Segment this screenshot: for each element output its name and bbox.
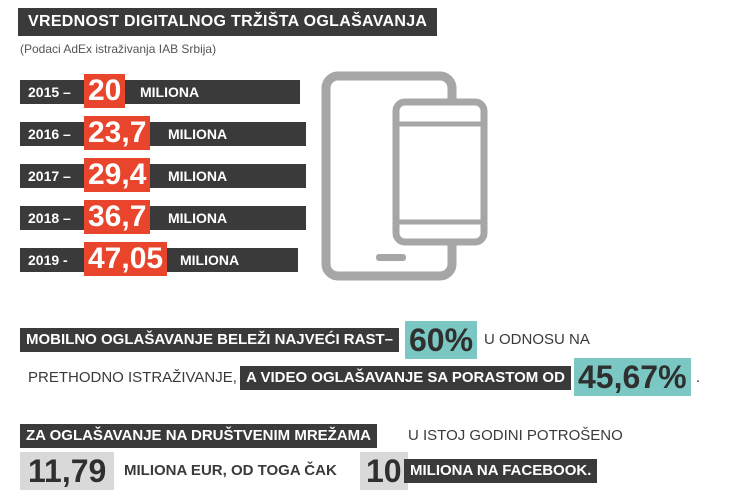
social-media-tail: U ISTOJ GODINI POTROŠENO (408, 427, 623, 444)
mobile-growth-tail: U ODNOSU NA (484, 331, 590, 348)
facebook-amount: 10 (360, 452, 408, 490)
year-unit: MILIONA EUR (136, 80, 199, 124)
video-growth-label: A VIDEO OGLAŠAVANJE SA PORASTOM OD (240, 366, 571, 390)
year-unit: MILIONA EUR (164, 122, 227, 166)
year-unit: MILIONA EUR (164, 206, 227, 250)
facebook-text: MILIONA NA FACEBOOK. (404, 459, 598, 483)
year-unit: MILIONA EUR (176, 248, 239, 292)
year-value: 23,7 (84, 116, 151, 150)
social-media-label: ZA OGLAŠAVANJE NA DRUŠTVENIM MREŽAMA (20, 424, 377, 448)
page-subtitle: (Podaci AdEx istraživanja IAB Srbija) (20, 42, 217, 56)
year-bar: 2016 – (20, 122, 306, 146)
video-growth-dot: . (696, 369, 701, 386)
year-value: 29,4 (84, 158, 151, 192)
year-value: 20 (84, 74, 126, 108)
year-bar: 2017 – (20, 164, 306, 188)
mobile-growth-label: MOBILNO OGLAŠAVANJE BELEŽI NAJVEĆI RAST– (20, 328, 399, 352)
page-title: VREDNOST DIGITALNOG TRŽIŠTA OGLAŠAVANJA (18, 8, 438, 36)
year-unit: MILIONA EUR (164, 164, 227, 208)
year-bar: 2018 – (20, 206, 306, 230)
year-value: 36,7 (84, 200, 151, 234)
video-growth-percent: 45,67% (574, 358, 691, 396)
tablet-home-button (376, 254, 406, 261)
social-media-mid-text: MILIONA EUR, OD TOGA ČAK (124, 462, 337, 479)
mobile-previous-text: PRETHODNO ISTRAŽIVANJE, (28, 369, 237, 386)
phone-tablet-icon (321, 71, 488, 281)
year-value: 47,05 (84, 242, 168, 276)
social-media-amount: 11,79 (20, 452, 115, 490)
phone-outline (392, 98, 488, 246)
mobile-growth-percent: 60% (405, 321, 478, 359)
